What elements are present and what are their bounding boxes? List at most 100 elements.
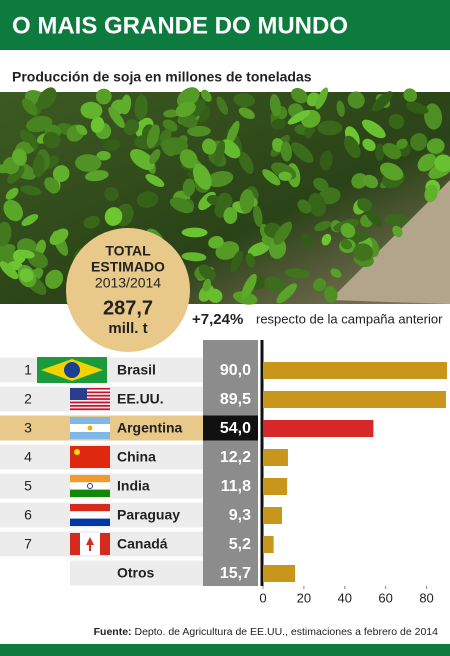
- leaf: [290, 88, 308, 104]
- leaf: [104, 186, 119, 202]
- x-tick-label: 20: [297, 590, 311, 605]
- category-label: Otros: [117, 565, 155, 581]
- leaf: [230, 250, 243, 273]
- flag: [100, 533, 110, 555]
- flag: [70, 518, 110, 526]
- leaf: [424, 184, 438, 203]
- flag-icon: [70, 388, 110, 411]
- bar: [263, 449, 288, 466]
- leaf: [181, 227, 208, 238]
- leaf: [241, 273, 257, 299]
- rank: 2: [24, 391, 32, 407]
- leaf: [163, 109, 179, 118]
- rank: 4: [24, 449, 32, 465]
- x-tick-label: 40: [338, 590, 352, 605]
- leaf: [314, 220, 332, 232]
- flag: [87, 483, 93, 489]
- leaf: [271, 118, 287, 130]
- leaf: [108, 107, 125, 128]
- rank: 7: [24, 536, 32, 552]
- leaf: [120, 94, 132, 115]
- leaf: [264, 276, 286, 292]
- category-label: Argentina: [117, 420, 183, 436]
- leaf: [226, 120, 240, 146]
- flag-icon: [70, 533, 110, 555]
- value-label: 54,0: [220, 420, 251, 437]
- flag-icon: [70, 446, 110, 468]
- leaf: [146, 124, 160, 149]
- leaf: [238, 151, 254, 174]
- leaf: [83, 215, 100, 229]
- x-tick-label: 80: [419, 590, 433, 605]
- leaf: [308, 192, 327, 217]
- value-highlight: [203, 415, 258, 441]
- leaf: [32, 154, 45, 178]
- leaf: [347, 91, 365, 109]
- leaf: [37, 87, 57, 110]
- leaf: [297, 199, 312, 214]
- leaf: [253, 205, 263, 227]
- flag: [70, 533, 80, 555]
- badge-total: 287,7: [103, 297, 153, 319]
- flag: [70, 405, 110, 407]
- leaf: [424, 103, 443, 130]
- leaf: [220, 139, 241, 159]
- flag: [87, 425, 93, 431]
- badge-line: 2013/2014: [95, 275, 161, 291]
- leaf: [102, 139, 121, 151]
- rank: 1: [24, 362, 32, 378]
- leaf: [161, 138, 177, 157]
- value-label: 15,7: [220, 565, 251, 582]
- leaf: [187, 125, 211, 137]
- bar: [263, 420, 374, 437]
- subtitle: Producción de soja en millones de tonela…: [12, 69, 312, 85]
- flag: [70, 388, 87, 400]
- leaf: [392, 225, 403, 238]
- leaf: [379, 162, 404, 181]
- flag: [70, 511, 110, 519]
- leaf: [372, 91, 393, 112]
- leaf: [198, 264, 216, 281]
- leaf: [202, 278, 212, 292]
- category-label: China: [117, 449, 156, 465]
- leaf: [26, 115, 53, 133]
- source-text: Depto. de Agricultura de EE.UU., estimac…: [134, 626, 438, 638]
- leaf: [262, 169, 281, 186]
- leaf: [104, 207, 123, 226]
- leaf: [223, 207, 238, 224]
- title: O MAIS GRANDE DO MUNDO: [12, 12, 348, 39]
- leaf: [272, 137, 284, 153]
- leaf: [0, 221, 12, 247]
- leaf: [17, 249, 35, 259]
- x-tick-label: 0: [259, 590, 266, 605]
- value-label: 9,3: [229, 507, 251, 524]
- category-label: India: [117, 478, 150, 494]
- leaf: [149, 149, 161, 165]
- flag: [70, 389, 110, 392]
- leaf: [317, 120, 343, 136]
- leaf: [19, 268, 34, 283]
- leaf: [362, 174, 379, 189]
- value-label: 5,2: [229, 536, 251, 553]
- leaf: [85, 170, 109, 182]
- bar: [263, 536, 274, 553]
- leaf: [340, 223, 356, 238]
- leaf: [74, 154, 102, 172]
- rank: 3: [24, 420, 32, 436]
- leaf: [175, 101, 196, 118]
- rank: 6: [24, 507, 32, 523]
- leaf: [375, 143, 385, 161]
- leaf: [44, 177, 60, 194]
- flag: [70, 388, 110, 390]
- value-label: 12,2: [220, 449, 251, 466]
- leaf: [269, 93, 281, 117]
- rank: 5: [24, 478, 32, 494]
- source-label: Fuente:: [94, 626, 132, 638]
- leaf: [304, 124, 315, 139]
- leaf: [208, 236, 224, 249]
- leaf: [319, 150, 333, 171]
- leaf: [169, 197, 194, 214]
- flag-icon: [70, 504, 110, 526]
- leaf: [417, 153, 437, 172]
